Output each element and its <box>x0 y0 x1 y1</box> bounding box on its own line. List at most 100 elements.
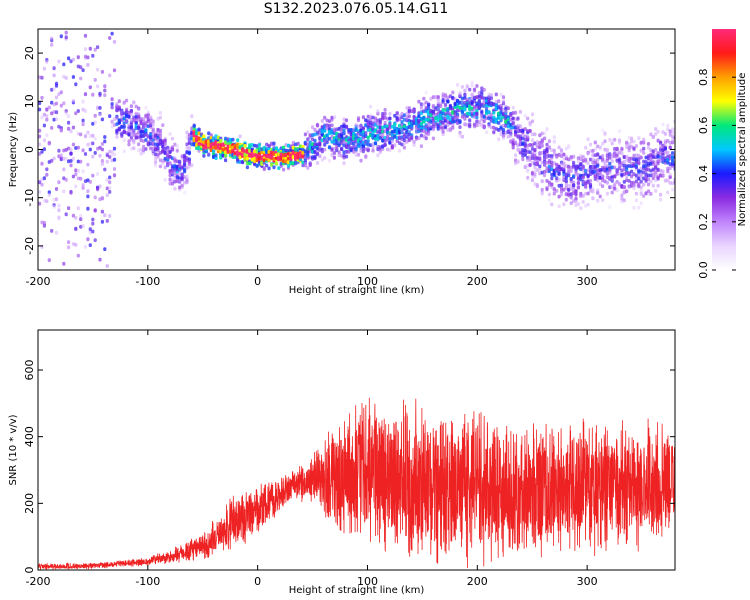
spectrogram-cell <box>243 152 247 157</box>
spectrogram-cell <box>98 111 102 116</box>
spectrogram-cell <box>168 132 172 136</box>
spectrogram-cell <box>241 152 245 157</box>
spectrogram-cell <box>470 80 474 85</box>
spectrogram-cell <box>427 106 431 111</box>
spectrogram-cell <box>417 111 421 116</box>
spectrogram-cell <box>569 167 573 172</box>
spectrogram-cell <box>318 145 322 150</box>
spectrogram-cell <box>518 134 522 139</box>
spectrogram-cell <box>639 192 643 196</box>
spectrogram-cell <box>613 165 617 170</box>
spectrogram-cell <box>146 119 150 124</box>
spectrogram-cell <box>627 179 631 183</box>
spectrogram-cell <box>69 151 73 156</box>
spectrogram-cell <box>533 141 537 146</box>
spectrogram-cell <box>48 289 51 293</box>
spectrogram-cell <box>441 98 445 102</box>
spectrogram-cell <box>550 182 554 187</box>
spectrogram-cell <box>460 96 464 101</box>
spectrogram-cell <box>550 176 554 181</box>
spectrogram-cell <box>45 172 49 177</box>
spectrogram-cell <box>579 162 583 167</box>
spectrogram-cell <box>390 139 394 144</box>
spectrogram-heatmap <box>38 18 675 293</box>
spectrogram-cell <box>388 111 392 116</box>
spectrogram-cell <box>245 157 249 161</box>
spectrogram-cell <box>272 141 276 146</box>
spectrogram-cell <box>547 145 551 150</box>
spectrogram-cell <box>241 147 245 152</box>
spectrogram-cell <box>224 136 228 141</box>
spectrogram-cell <box>42 221 46 225</box>
spectrogram-cell <box>151 129 155 134</box>
spectrogram-cell <box>69 159 73 163</box>
spectrogram-cell <box>492 130 496 135</box>
spectrogram-cell <box>185 130 189 135</box>
snr-x-tick-label: 200 <box>467 575 488 588</box>
spectrogram-cell <box>617 129 622 133</box>
spectrogram-cell <box>221 153 225 158</box>
spectrogram-cell <box>88 180 92 184</box>
spectrogram-cell <box>286 163 291 168</box>
spectrogram-cell <box>586 151 590 156</box>
spectrogram-cell <box>412 140 416 144</box>
spectrogram-cell <box>38 180 42 185</box>
spectrogram-cell <box>103 247 107 251</box>
spectrogram-cell <box>42 123 46 128</box>
spectrogram-cell <box>557 183 561 188</box>
spectrogram-cell <box>617 166 622 171</box>
spectrogram-cell <box>666 127 670 132</box>
spectrogram-cell <box>156 152 160 157</box>
spectrogram-cell <box>601 128 605 133</box>
spectrogram-cell <box>108 114 112 118</box>
spectrogram-cell <box>110 105 114 110</box>
spectrogram-cell <box>656 138 660 143</box>
spectrogram-cell <box>487 123 491 128</box>
spectrogram-cell <box>76 55 80 60</box>
spectrogram-cell <box>630 169 634 174</box>
spectrogram-cell <box>110 119 114 123</box>
spectrogram-cell <box>207 152 211 156</box>
spectrogram-cell <box>446 99 450 104</box>
spectrogram-cell <box>381 144 385 149</box>
spectrogram-cell <box>376 153 380 158</box>
spectrogram-cell <box>158 111 162 115</box>
spectrogram-x-tick-label: -100 <box>135 275 160 288</box>
spectrogram-cell <box>86 130 90 135</box>
spectrogram-cell <box>666 150 670 155</box>
spectrogram-cell <box>622 163 626 168</box>
spectrogram-cell <box>388 121 392 126</box>
spectrogram-cell <box>64 177 68 182</box>
spectrogram-cell <box>371 142 375 147</box>
spectrogram-cell <box>383 108 387 112</box>
spectrogram-cell <box>538 133 542 138</box>
spectrogram-cell <box>530 156 535 160</box>
spectrogram-cell <box>581 175 585 180</box>
spectrogram-cell <box>477 120 481 125</box>
spectrogram-cell <box>596 164 600 168</box>
spectrogram-cell <box>550 160 554 165</box>
spectrogram-cell <box>48 18 51 22</box>
spectrogram-cell <box>192 142 196 147</box>
spectrogram-cell <box>57 203 61 208</box>
spectrogram-cell <box>158 137 162 142</box>
spectrogram-cell <box>475 112 479 117</box>
spectrogram-cell <box>228 138 233 143</box>
spectrogram-cell <box>613 186 617 191</box>
spectrogram-cell <box>443 92 448 97</box>
spectrogram-cell <box>521 157 525 162</box>
snr-y-tick-label: 400 <box>23 426 36 447</box>
spectrogram-cell <box>485 103 489 108</box>
spectrogram-cell <box>110 102 114 106</box>
spectrogram-cell <box>81 148 85 153</box>
spectrogram-cell <box>340 126 344 131</box>
spectrogram-cell <box>187 151 191 156</box>
spectrogram-cell <box>651 135 655 139</box>
spectrogram-cell <box>366 139 370 143</box>
spectrogram-cell <box>40 115 44 120</box>
spectrogram-cell <box>91 53 95 58</box>
spectrogram-cell <box>666 178 670 183</box>
spectrogram-cell <box>190 126 194 131</box>
spectrogram-cell <box>456 115 460 119</box>
